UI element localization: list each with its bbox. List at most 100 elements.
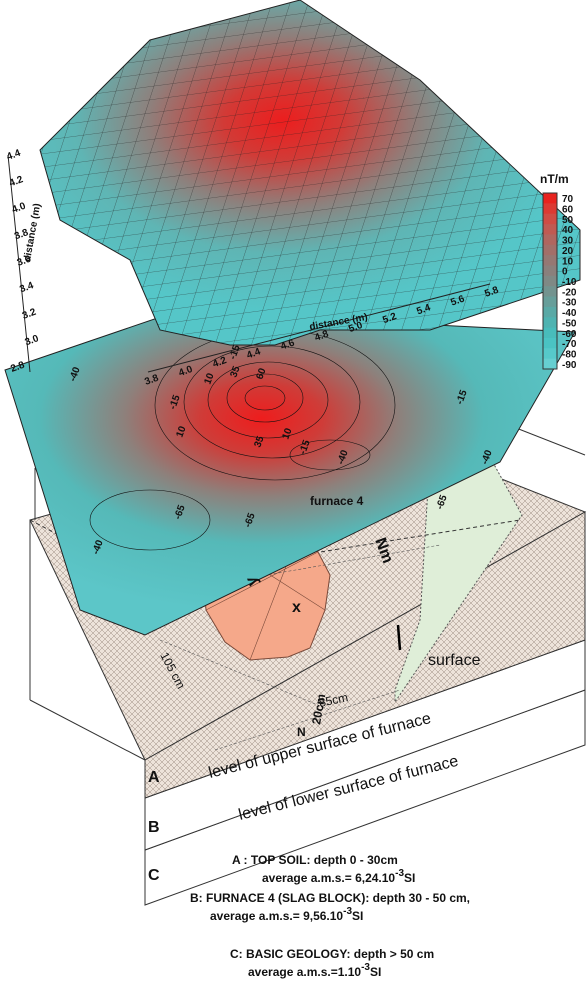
legend: A : TOP SOIL: depth 0 - 30cm average a.m…	[190, 853, 470, 979]
legend-b-line: average a.m.s.= 9,56.10-3SI	[210, 906, 363, 923]
legend-a-title: A : TOP SOIL: depth 0 - 30cm	[232, 853, 398, 867]
legend-c-title: C: BASIC GEOLOGY: depth > 50 cm	[230, 947, 434, 961]
dim-20: 20cm	[309, 693, 328, 726]
unit: SI	[404, 871, 415, 885]
contour-label: -15	[297, 438, 312, 456]
colorbar-swatch	[543, 275, 557, 287]
layer-a: A	[148, 769, 160, 786]
exp: -3	[343, 906, 352, 917]
contour-label: -15	[227, 343, 242, 361]
y-tick-label: 3.0	[23, 333, 40, 348]
contour-label: -65	[172, 503, 187, 521]
colorbar-swatch	[543, 327, 557, 339]
layer-c: C	[148, 867, 160, 884]
y-tick-label: 4.2	[8, 174, 25, 189]
colorbar-swatch	[543, 348, 557, 360]
colorbar-swatch	[543, 203, 557, 215]
colorbar-swatch	[543, 244, 557, 256]
contour-label: -40	[335, 448, 350, 466]
x-tick-label: 4.0	[177, 364, 194, 379]
contour-label: -40	[90, 538, 105, 556]
colorbar-label: 40	[562, 225, 574, 236]
x-tick-label: 5.8	[483, 285, 500, 300]
contour-label: -40	[479, 448, 494, 466]
furnace-label: furnace 4	[310, 494, 364, 508]
colorbar-frame	[542, 192, 558, 370]
x-mark: x	[292, 599, 301, 616]
contour-label: -40	[67, 365, 82, 383]
y-axis	[7, 154, 31, 373]
x-tick-label: 4.2	[211, 355, 228, 370]
layer-b: B	[148, 819, 160, 836]
contour-label: 60	[254, 366, 268, 381]
contour-label: -15	[167, 393, 182, 411]
colorbar-label: 0	[562, 267, 568, 278]
colorbar-swatch	[543, 358, 557, 370]
colorbar-swatch	[543, 306, 557, 318]
x-tick-label: 5.0	[347, 320, 364, 335]
x-tick-label: 4.8	[313, 329, 330, 344]
text: average a.m.s.=1.10	[248, 965, 361, 979]
unit: SI	[352, 909, 363, 923]
contour-label: 10	[280, 426, 294, 441]
x-tick-label: 5.4	[415, 302, 432, 317]
colorbar-swatch	[543, 213, 557, 225]
colorbar-label: -20	[562, 287, 577, 298]
x-tick-label: 3.8	[143, 373, 160, 388]
text: average a.m.s.= 6,24.10	[262, 871, 395, 885]
surface-label: surface	[428, 652, 481, 669]
colorbar-swatch	[543, 234, 557, 246]
colorbar-label: -10	[562, 277, 577, 288]
y-tick-label: 4.4	[5, 148, 22, 163]
x-tick-label: 4.4	[245, 346, 262, 361]
contour-label: -65	[434, 493, 449, 511]
colorbar-swatch	[543, 317, 557, 329]
colorbar-label: -70	[562, 339, 577, 350]
y-tick-label: 2.8	[9, 360, 26, 375]
colorbar-swatch	[543, 296, 557, 308]
y-tick-label: 3.4	[18, 280, 35, 295]
colorbar-swatch	[543, 337, 557, 349]
colorbar-label: 20	[562, 246, 574, 257]
x-tick-label: 5.6	[449, 293, 466, 308]
colorbar-label: -50	[562, 318, 577, 329]
contours	[89, 329, 396, 551]
unit: SI	[370, 965, 381, 979]
exp: -3	[361, 962, 370, 973]
x-tick-label: 5.2	[381, 311, 398, 326]
x-axis	[147, 283, 491, 373]
exp: -3	[395, 868, 404, 879]
colorbar-label: -90	[562, 360, 577, 371]
colorbar-label: -40	[562, 308, 577, 319]
contour-label: 35	[228, 364, 242, 379]
colorbar-label: 10	[562, 256, 574, 267]
colorbar-label: -60	[562, 329, 577, 340]
contour-label: 10	[174, 424, 188, 439]
text: average a.m.s.= 9,56.10	[210, 909, 343, 923]
colorbar-swatch	[543, 265, 557, 277]
y-tick-label: 3.6	[16, 254, 33, 269]
colorbar-label: -30	[562, 298, 577, 309]
colorbar-unit: nT/m	[540, 172, 569, 186]
colorbar-label: 50	[562, 215, 574, 226]
surface-mesh	[40, 0, 580, 345]
dim-85: 85cm	[318, 690, 350, 710]
contour-label: 10	[202, 371, 216, 386]
legend-c-line: average a.m.s.=1.10-3SI	[248, 962, 381, 979]
y-tick-label: 4.0	[10, 201, 27, 216]
n-mark: N	[297, 725, 306, 739]
colorbar-label: 30	[562, 236, 574, 247]
colorbar-label: 60	[562, 205, 574, 216]
colorbar-swatch	[543, 255, 557, 266]
legend-a-line: average a.m.s.= 6,24.10-3SI	[262, 868, 415, 885]
colorbar-swatch	[543, 286, 557, 298]
legend-b-title: B: FURNACE 4 (SLAG BLOCK): depth 30 - 50…	[190, 891, 470, 905]
y-tick-label: 3.8	[13, 227, 30, 242]
colorbar-swatch	[543, 224, 557, 235]
contour-label: -65	[242, 511, 257, 529]
y-tick-label: 3.2	[21, 307, 38, 322]
contour-label: 35	[252, 434, 266, 449]
colorbar-swatch	[543, 193, 557, 204]
contour-label: -15	[454, 388, 469, 406]
